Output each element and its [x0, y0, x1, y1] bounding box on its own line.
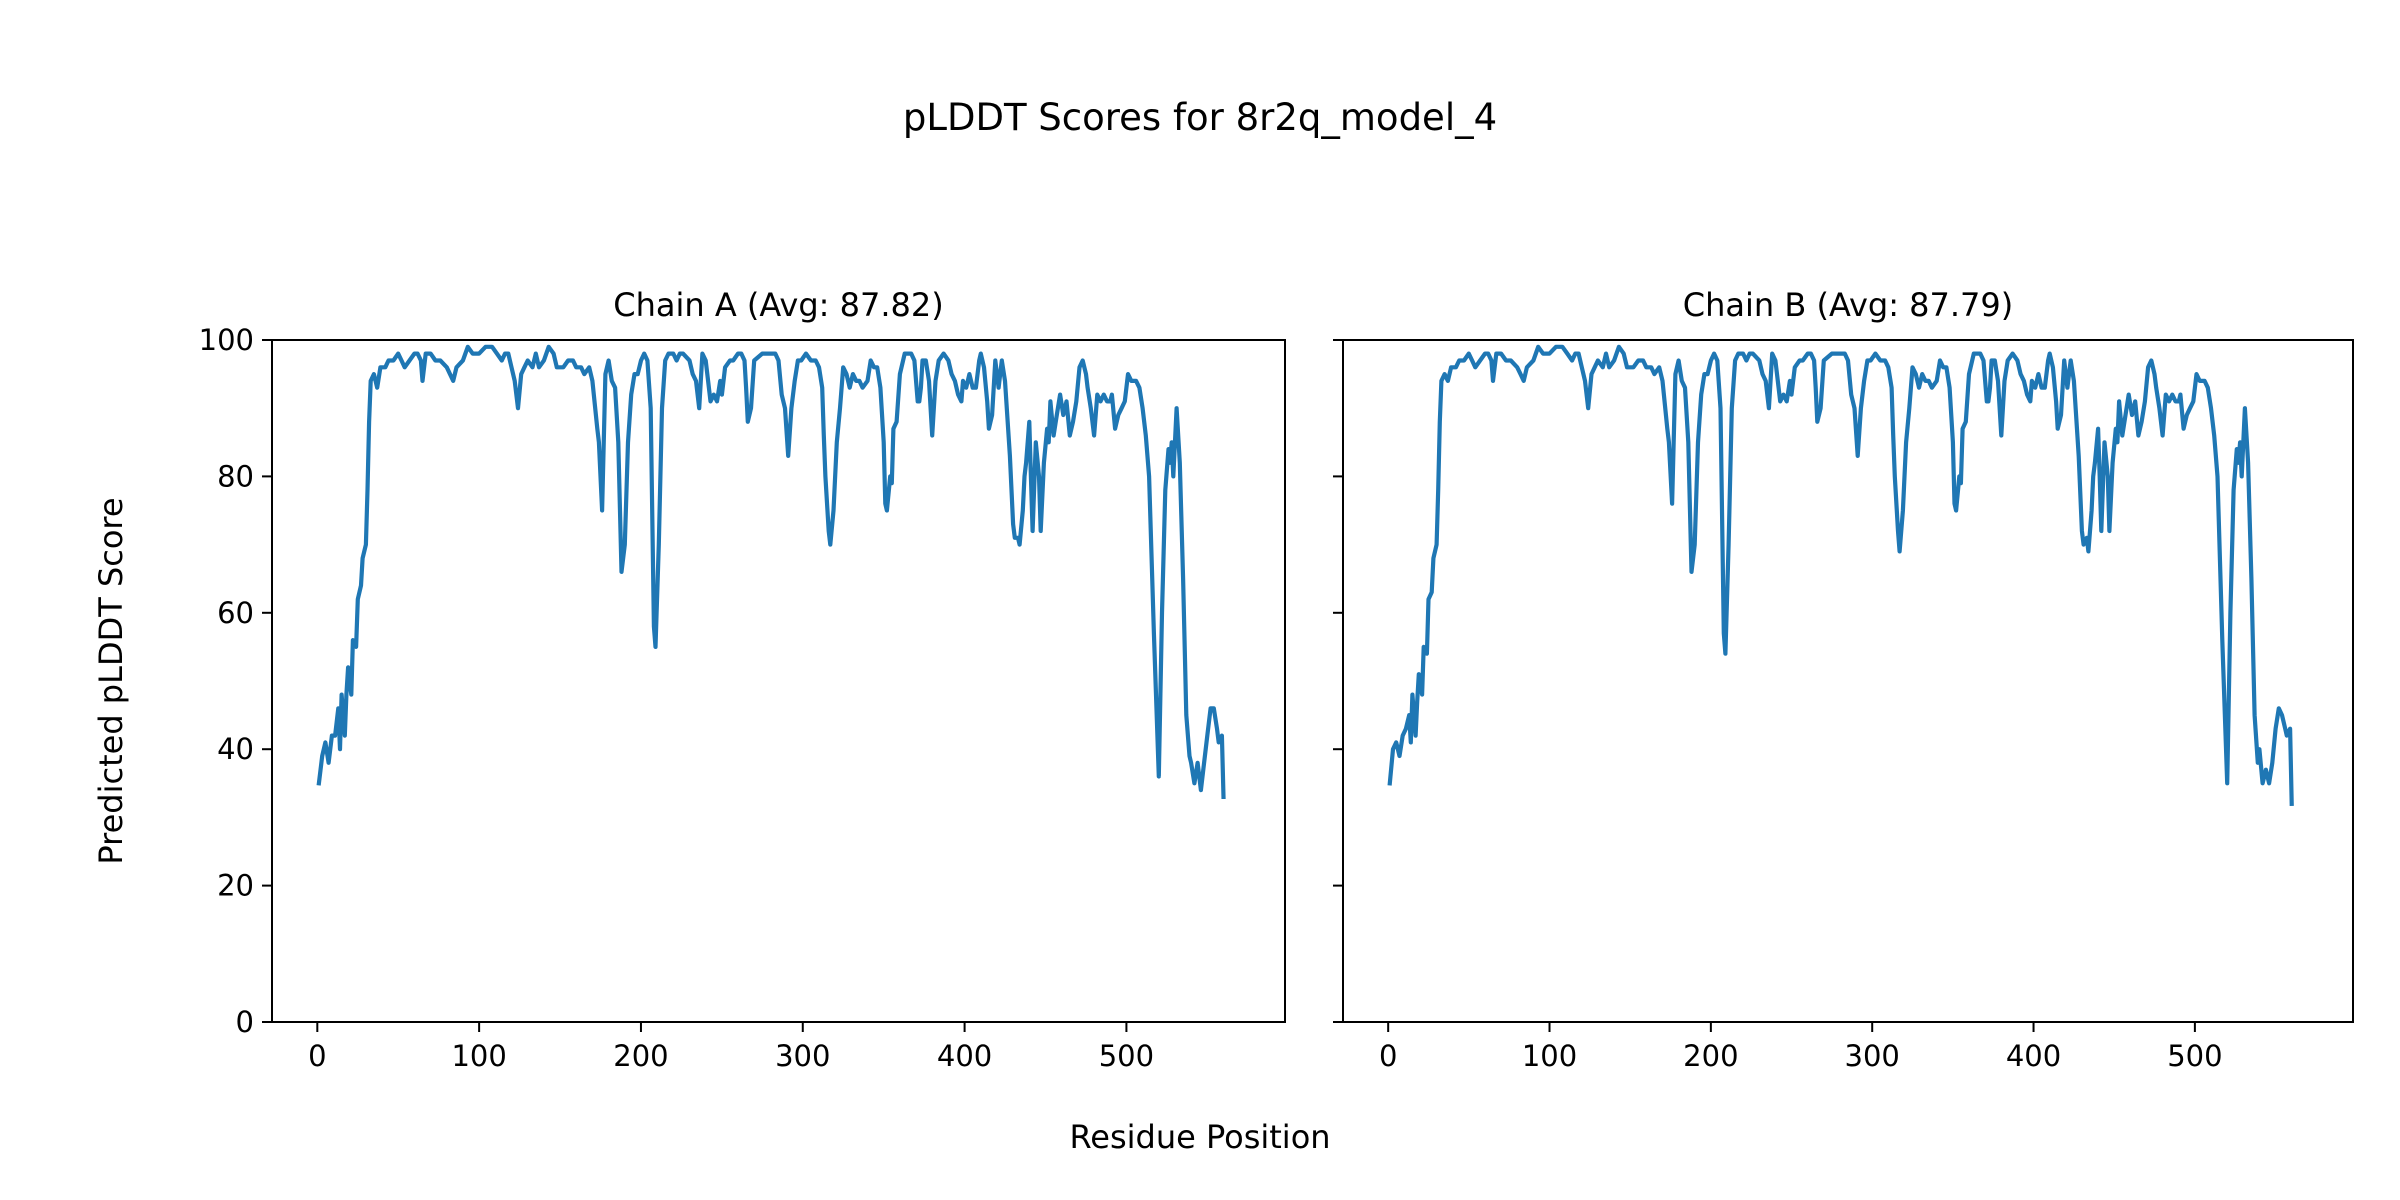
y-tick-label: 80 — [217, 459, 254, 493]
plddt-line — [1387, 344, 2294, 806]
x-tick-label: 300 — [775, 1039, 830, 1073]
subplot-title: Chain A (Avg: 87.82) — [613, 286, 943, 324]
x-tick-label: 300 — [1845, 1039, 1900, 1073]
x-tick-label: 400 — [937, 1039, 992, 1073]
x-tick-label: 500 — [2167, 1039, 2222, 1073]
subplot-title: Chain B (Avg: 87.79) — [1683, 286, 2014, 324]
axes-frame — [271, 339, 1286, 1023]
y-tick-label: 60 — [217, 596, 254, 630]
panel-chain-a: Chain A (Avg: 87.82) 0 100 200 300 400 500 0 20 4… — [199, 286, 1286, 1073]
y-tick-label: 0 — [236, 1005, 254, 1039]
x-tick-label: 100 — [451, 1039, 506, 1073]
x-tick-label: 200 — [613, 1039, 668, 1073]
plddt-line — [316, 344, 1226, 800]
panel-chain-b: Chain B (Avg: 87.79) 0 100 200 300 400 500 — [1333, 286, 2354, 1073]
x-tick-label: 0 — [1379, 1039, 1397, 1073]
x-tick-label: 200 — [1683, 1039, 1738, 1073]
x-tick-label: 400 — [2006, 1039, 2061, 1073]
x-axis-label: Residue Position — [1069, 1118, 1330, 1156]
y-axis-label: Predicted pLDDT Score — [92, 497, 130, 864]
chart-title: pLDDT Scores for 8r2q_model_4 — [903, 96, 1497, 139]
y-tick-label: 40 — [217, 732, 254, 766]
x-tick-label: 500 — [1099, 1039, 1154, 1073]
y-tick-label: 20 — [217, 869, 254, 903]
y-tick-label: 100 — [199, 323, 254, 357]
axes-frame — [1342, 339, 2354, 1023]
x-tick-label: 100 — [1522, 1039, 1577, 1073]
x-tick-label: 0 — [308, 1039, 326, 1073]
